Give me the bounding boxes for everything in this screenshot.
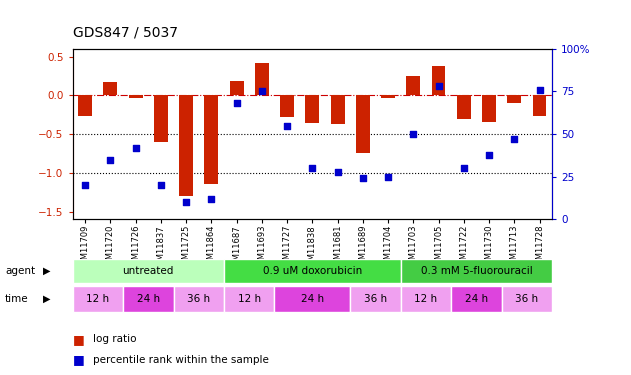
Point: [534, 87, 545, 93]
Text: time: time: [5, 294, 28, 304]
Text: percentile rank within the sample: percentile rank within the sample: [93, 355, 269, 365]
Point: [307, 165, 317, 171]
Text: 24 h: 24 h: [465, 294, 488, 304]
Point: [333, 169, 343, 175]
Text: 12 h: 12 h: [415, 294, 437, 304]
Text: GDS847 / 5037: GDS847 / 5037: [73, 26, 177, 39]
Text: 12 h: 12 h: [86, 294, 109, 304]
Point: [80, 182, 90, 188]
Text: 24 h: 24 h: [137, 294, 160, 304]
Bar: [457, 95, 471, 118]
Bar: [401, 286, 451, 312]
Bar: [507, 95, 521, 103]
Point: [206, 196, 216, 202]
Bar: [103, 82, 117, 95]
Bar: [154, 95, 168, 142]
Text: 24 h: 24 h: [301, 294, 324, 304]
Bar: [230, 81, 244, 95]
Point: [282, 123, 292, 129]
Bar: [129, 95, 143, 98]
Bar: [224, 259, 401, 283]
Bar: [123, 286, 174, 312]
Point: [181, 200, 191, 206]
Point: [156, 182, 166, 188]
Point: [509, 136, 519, 142]
Bar: [274, 286, 350, 312]
Text: ■: ■: [73, 333, 88, 346]
Bar: [350, 286, 401, 312]
Point: [433, 83, 444, 89]
Point: [232, 100, 242, 106]
Bar: [73, 286, 123, 312]
Bar: [432, 66, 445, 95]
Text: untreated: untreated: [122, 266, 174, 276]
Text: ▶: ▶: [43, 294, 50, 304]
Bar: [73, 259, 224, 283]
Text: 0.3 mM 5-fluorouracil: 0.3 mM 5-fluorouracil: [420, 266, 533, 276]
Point: [131, 145, 141, 151]
Point: [105, 157, 115, 163]
Bar: [179, 95, 193, 196]
Text: log ratio: log ratio: [93, 334, 137, 344]
Bar: [451, 286, 502, 312]
Text: agent: agent: [5, 266, 35, 276]
Point: [408, 131, 418, 137]
Bar: [174, 286, 224, 312]
Point: [459, 165, 469, 171]
Bar: [305, 95, 319, 123]
Text: 36 h: 36 h: [364, 294, 387, 304]
Text: 0.9 uM doxorubicin: 0.9 uM doxorubicin: [262, 266, 362, 276]
Bar: [533, 95, 546, 116]
Bar: [255, 63, 269, 95]
Point: [383, 174, 393, 180]
Bar: [482, 95, 496, 122]
Text: ▶: ▶: [43, 266, 50, 276]
Text: ■: ■: [73, 354, 88, 366]
Bar: [356, 95, 370, 153]
Text: 36 h: 36 h: [187, 294, 210, 304]
Point: [358, 176, 368, 181]
Bar: [401, 259, 552, 283]
Bar: [204, 95, 218, 184]
Point: [257, 88, 267, 94]
Bar: [331, 95, 345, 124]
Bar: [406, 76, 420, 95]
Bar: [502, 286, 552, 312]
Text: 12 h: 12 h: [238, 294, 261, 304]
Bar: [280, 95, 294, 117]
Bar: [381, 95, 395, 98]
Point: [484, 152, 494, 157]
Text: 36 h: 36 h: [516, 294, 538, 304]
Bar: [224, 286, 274, 312]
Bar: [78, 95, 92, 116]
